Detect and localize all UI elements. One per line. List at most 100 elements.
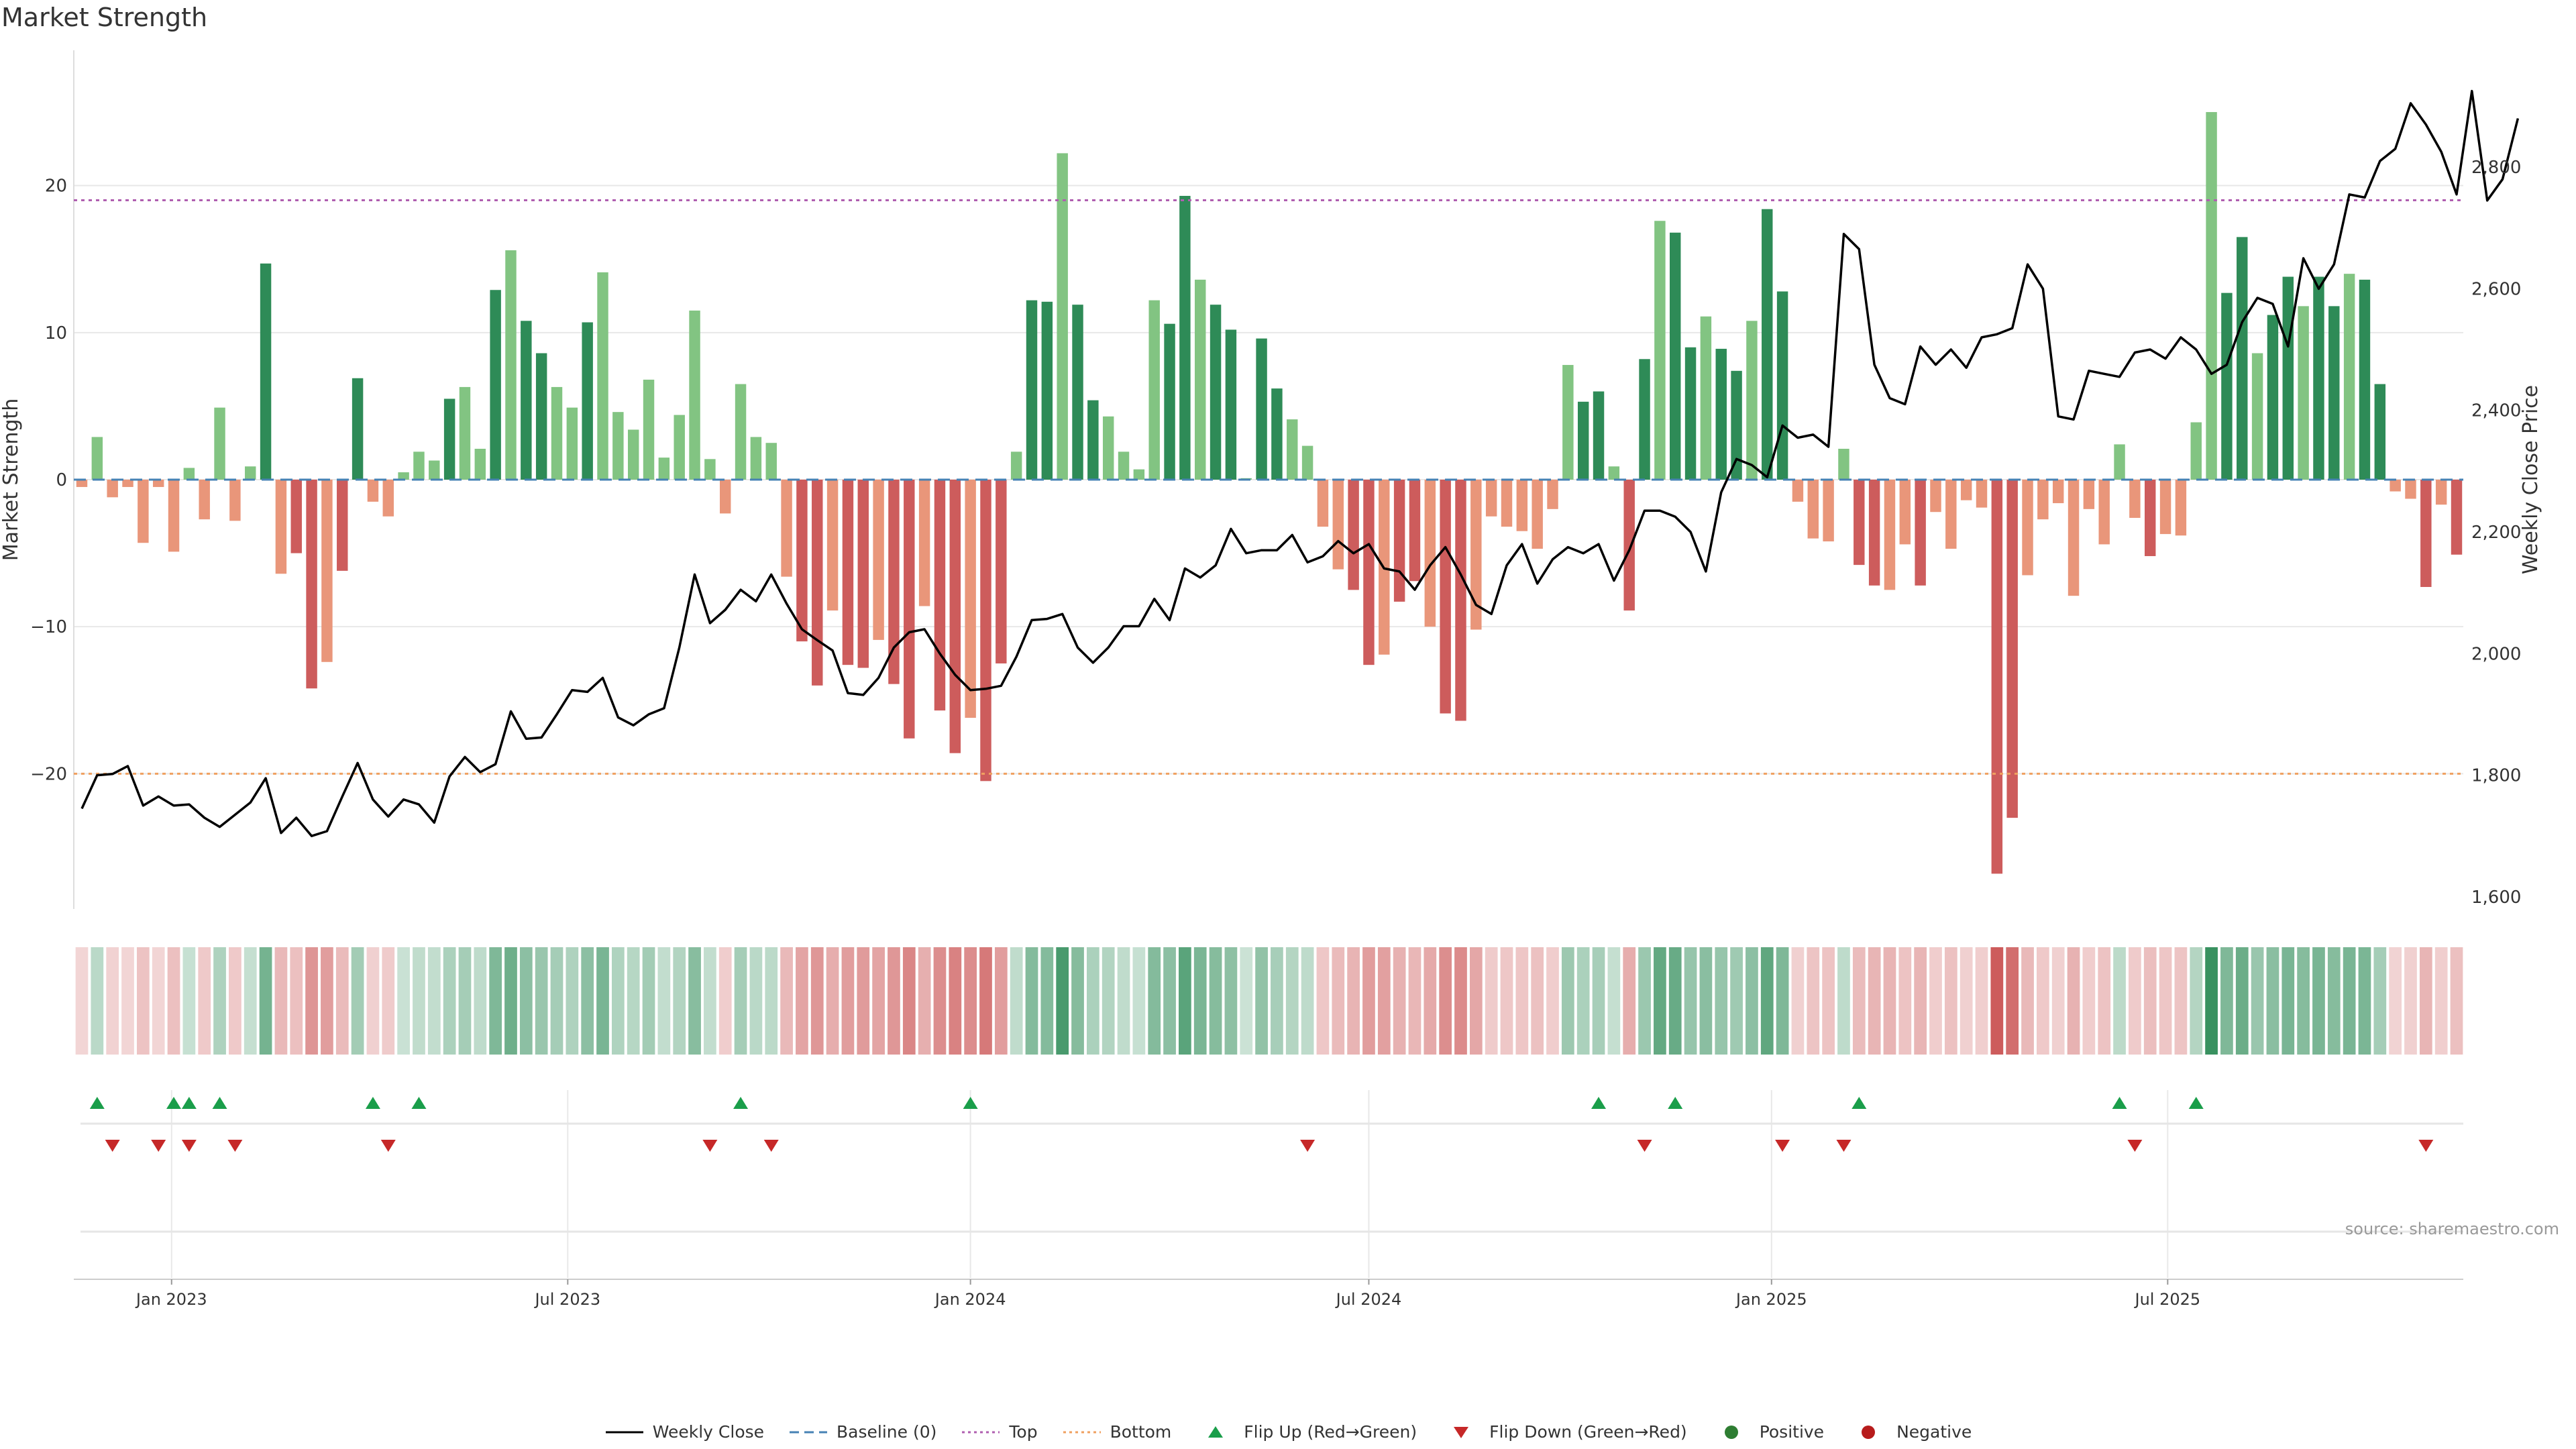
strength-bar: [337, 480, 348, 571]
heatmap-cell: [1086, 947, 1099, 1055]
strength-bar: [122, 480, 133, 487]
heatmap-cell: [121, 947, 134, 1055]
strength-bar: [1991, 480, 2003, 874]
strength-bar: [1179, 195, 1191, 480]
heatmap-cell: [1607, 947, 1621, 1055]
strength-bar: [1608, 466, 1620, 480]
heatmap-cell: [443, 947, 456, 1055]
flip-up-marker: [963, 1097, 978, 1109]
strength-bar: [2037, 480, 2049, 520]
strength-bar: [704, 459, 716, 480]
legend-label: Top: [1009, 1422, 1038, 1442]
legend-label: Weekly Close: [652, 1422, 765, 1442]
heatmap-cell: [321, 947, 333, 1055]
heatmap-cell: [535, 947, 548, 1055]
heatmap-cell: [213, 947, 226, 1055]
strength-bar: [674, 415, 685, 480]
flip-up-marker: [166, 1097, 182, 1109]
strength-bar: [352, 378, 364, 480]
strength-bar: [2098, 480, 2110, 545]
flip-up-marker: [365, 1097, 380, 1109]
heatmap-cell: [504, 947, 517, 1055]
strength-bar: [2175, 480, 2187, 536]
strength-bar: [2267, 315, 2279, 480]
y2-tick-label: 2,800: [2471, 158, 2521, 178]
heatmap-cell: [550, 947, 564, 1055]
heatmap-cell: [1500, 947, 1513, 1055]
x-tick-label: Jan 2023: [135, 1290, 207, 1309]
strength-bar: [183, 468, 195, 480]
heatmap-cell: [2067, 947, 2080, 1055]
heatmap-cell: [566, 947, 579, 1055]
flip-down-marker: [181, 1140, 197, 1152]
strength-bar: [76, 480, 88, 487]
heatmap-cell: [581, 947, 594, 1055]
heatmap-cell: [106, 947, 119, 1055]
strength-bar: [1470, 480, 1482, 630]
heatmap-cell: [1898, 947, 1912, 1055]
heatmap-cell: [2036, 947, 2049, 1055]
heatmap-cell: [1852, 947, 1866, 1055]
strength-bar: [1700, 316, 1712, 480]
heatmap-cell: [2343, 947, 2356, 1055]
strength-bar: [107, 480, 118, 498]
strength-bar: [1102, 416, 1114, 480]
heatmap-cell: [519, 947, 533, 1055]
legend-mark: [1862, 1425, 1876, 1439]
strength-bar: [689, 310, 700, 480]
heatmap-cell: [1163, 947, 1176, 1055]
heatmap-cell: [796, 947, 808, 1055]
heatmap-cell: [244, 947, 257, 1055]
y2-tick-label: 2,000: [2471, 644, 2521, 664]
heatmap-cell: [2205, 947, 2218, 1055]
flip-down-marker: [1775, 1140, 1790, 1152]
strength-bar: [367, 480, 379, 502]
heatmap-cell: [994, 947, 1008, 1055]
heatmap-cell: [1837, 947, 1850, 1055]
heatmap-cell: [1454, 947, 1467, 1055]
strength-bar: [1072, 305, 1083, 480]
heatmap-cell: [2129, 947, 2141, 1055]
flip-up-marker: [212, 1097, 227, 1109]
strength-bar: [260, 263, 272, 480]
heatmap-cell: [734, 947, 747, 1055]
weekly-close-line: [80, 89, 2520, 837]
y2-tick-label: 2,400: [2471, 401, 2521, 421]
heatmap-cell: [810, 947, 824, 1055]
strength-bar: [2451, 480, 2463, 555]
strength-bar: [1148, 300, 1160, 480]
heatmap-cell: [1960, 947, 1973, 1055]
heatmap-cell: [2358, 947, 2371, 1055]
flip-up-marker: [2188, 1097, 2204, 1109]
heatmap-cell: [1576, 947, 1590, 1055]
heatmap-cell: [1914, 947, 1927, 1055]
heatmap-cell: [2434, 947, 2448, 1055]
heatmap-cell: [1240, 947, 1253, 1055]
heatmap-cell: [704, 947, 716, 1055]
heatmap-cell: [1224, 947, 1238, 1055]
strength-bar: [735, 384, 747, 480]
y2-tick-label: 2,200: [2471, 523, 2521, 543]
heatmap-cell: [1332, 947, 1345, 1055]
strength-bar: [490, 290, 501, 480]
legend-mark: [1454, 1426, 1469, 1438]
heatmap-cell: [75, 947, 89, 1055]
y2-tick-label: 1,600: [2471, 888, 2521, 908]
strength-bar: [1317, 480, 1329, 527]
heatmap-cell: [1393, 947, 1406, 1055]
heatmap-cell: [1439, 947, 1452, 1055]
strength-bar: [1577, 401, 1589, 480]
heatmap-cell: [290, 947, 303, 1055]
heatmap-cell: [1515, 947, 1529, 1055]
legend-item-flip-up: Flip Up (Red→Green): [1195, 1422, 1417, 1442]
strength-bar: [2129, 480, 2141, 518]
strength-bar: [245, 466, 256, 480]
y2-axis-label: Weekly Close Price: [2519, 385, 2542, 574]
flip-down-marker: [227, 1140, 243, 1152]
heatmap-cell: [2051, 947, 2065, 1055]
strength-bar: [2390, 480, 2401, 492]
strength-bar: [1930, 480, 1941, 513]
legend-symbol-triangle-down-icon: [1454, 1426, 1469, 1438]
heatmap-cell: [611, 947, 625, 1055]
